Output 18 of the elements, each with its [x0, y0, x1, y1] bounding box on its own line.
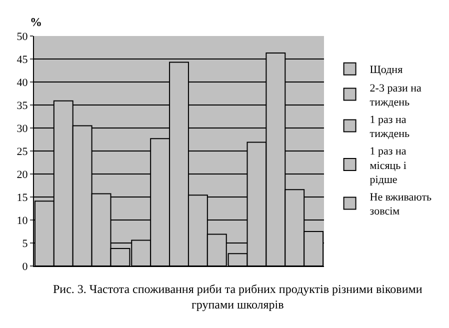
legend-label: 2-3 рази на тиждень	[370, 82, 422, 109]
legend-label: Щодня	[370, 64, 403, 76]
y-tick-label: 20	[16, 168, 28, 181]
y-tick-label: 50	[16, 30, 28, 43]
y-tick-label: 45	[16, 54, 28, 66]
y-tick-label: 15	[16, 192, 28, 204]
y-tick-label: 10	[16, 214, 28, 227]
y-axis-title: %	[30, 15, 42, 29]
y-tick-label: 5	[22, 238, 28, 250]
y-tick-label: 30	[16, 122, 28, 135]
legend-label: Не вживають зовсім	[370, 191, 432, 218]
y-tick-label: 35	[16, 100, 28, 112]
text: Рис. 3. Частота споживання риби та рибних продуктів різними віковими групами школярів	[53, 282, 423, 312]
y-tick-label: 25	[16, 146, 28, 158]
legend-label: 1 раз на тиждень	[370, 114, 410, 140]
legend-label: 1 раз на місяць і рідше	[370, 146, 406, 186]
y-tick-label: 40	[16, 76, 28, 89]
y-tick-label: 0	[22, 260, 28, 273]
